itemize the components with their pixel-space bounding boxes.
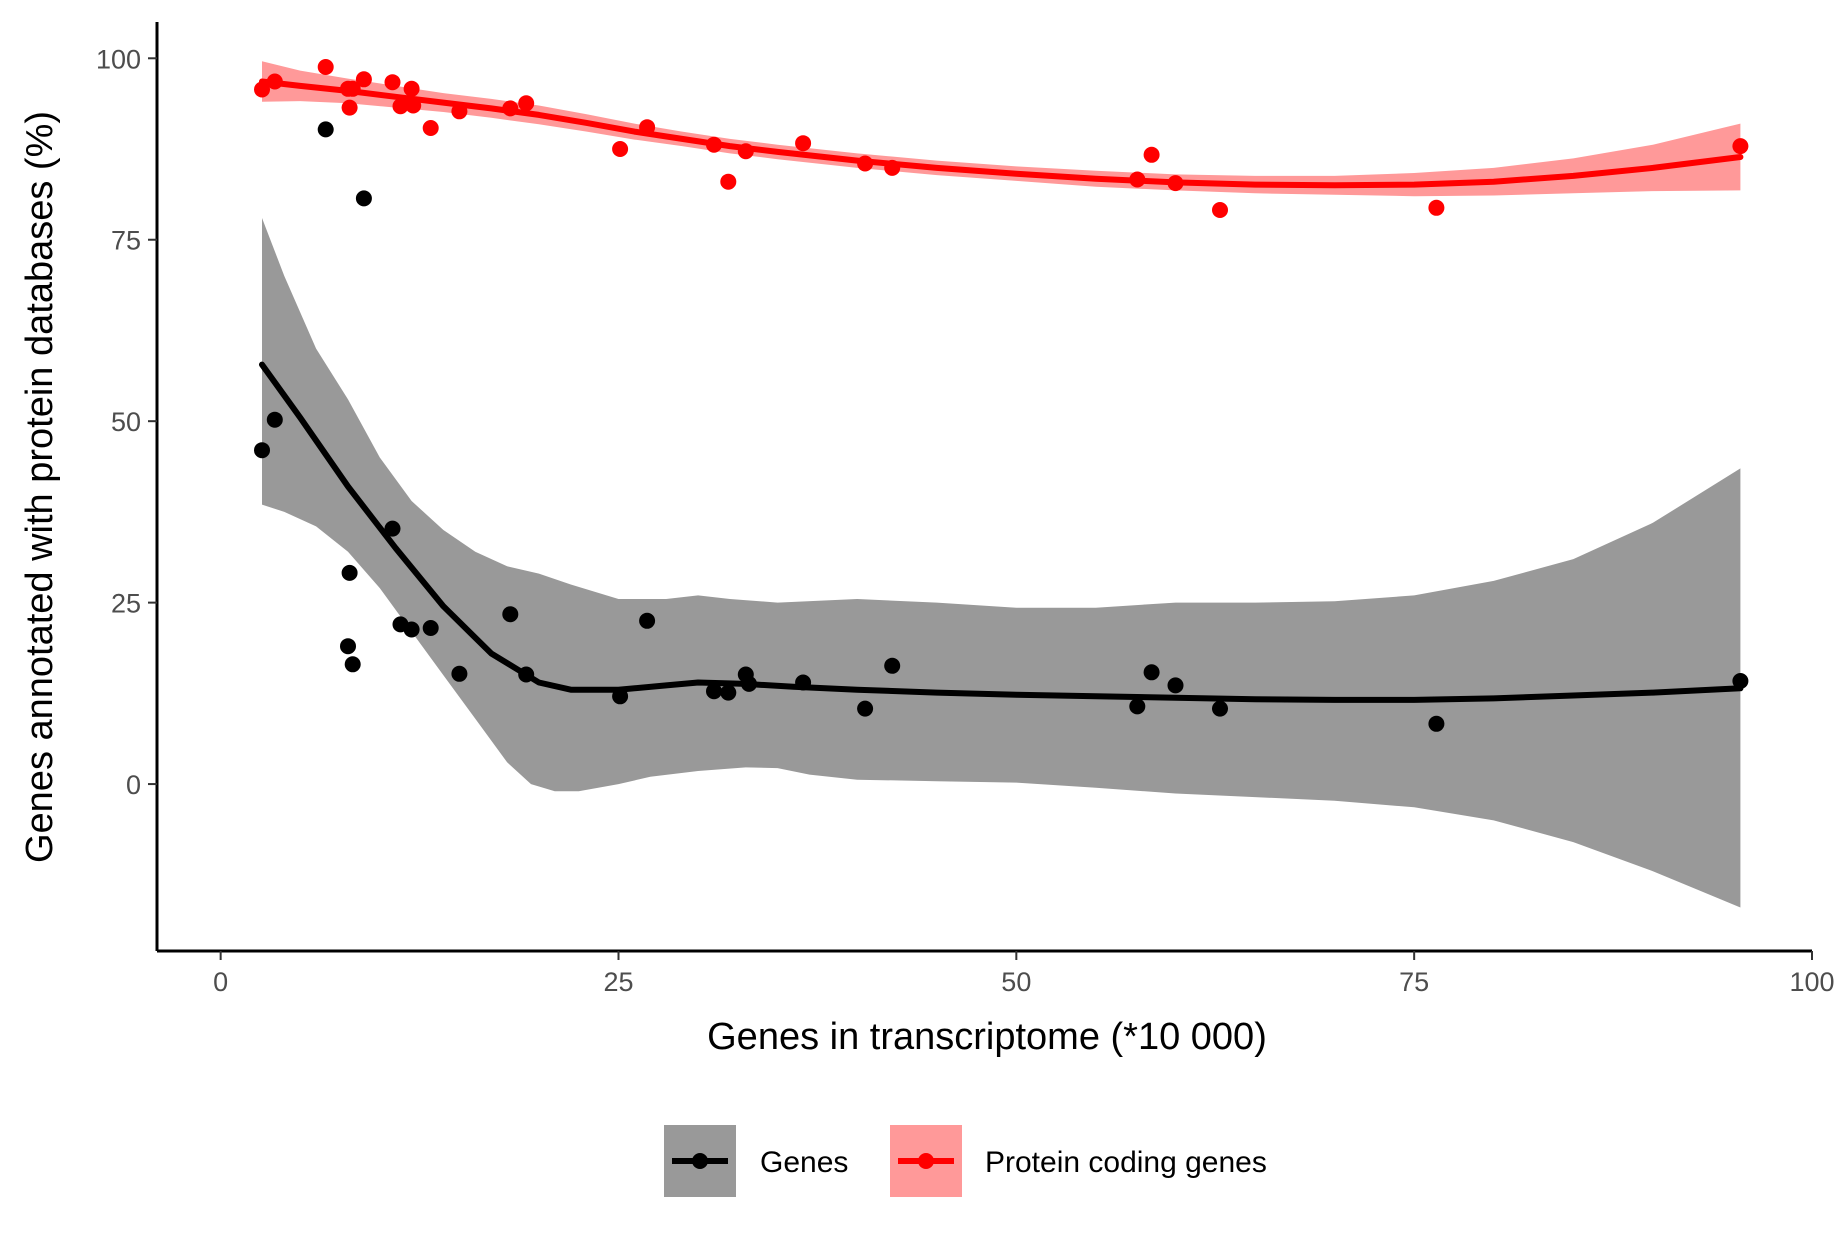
genes-confidence-band [262,218,1741,908]
legend-item-genes: Genes [664,1125,848,1197]
genes-point [341,564,358,581]
genes-smooth-line [259,361,1744,703]
legend-key-point [692,1153,708,1169]
protein-coding-genes-point [317,59,334,75]
plot-area [254,59,1749,908]
genes-point [317,121,334,138]
protein-coding-genes-point [344,80,361,97]
protein-coding-genes-point [451,103,468,120]
legend-key-point [918,1153,934,1169]
genes-point [254,442,270,459]
x-tick-label: 25 [603,967,633,997]
legend: Genes Protein coding genes [664,1125,1267,1197]
protein-coding-genes-point [422,120,439,136]
genes-point [1212,700,1228,717]
protein-coding-genes-point [795,135,812,152]
y-tick-label: 25 [111,589,141,619]
protein-coding-genes-point [1732,138,1749,155]
genes-point [340,638,356,655]
protein-coding-genes-point [1129,171,1146,188]
axes [155,22,1812,953]
y-tick-label: 0 [126,770,141,800]
protein-coding-genes-point [405,97,422,114]
protein-coding-genes-point [341,99,358,116]
protein-coding-genes-point [403,80,420,97]
y-axis-title: Genes annotated with protein databases (… [19,111,61,863]
protein-coding-genes-point [384,74,401,91]
genes-point [384,520,401,537]
genes-point [451,665,468,682]
protein-coding-genes-point [639,119,656,136]
protein-coding-genes-point [1212,202,1228,218]
genes-point [857,700,874,717]
genes-point [741,675,757,692]
protein-coding-genes-point [737,143,754,160]
protein-coding-genes-point [720,173,737,190]
x-axis-title: Genes in transcriptome (*10 000) [707,1016,1267,1058]
genes-point [1129,698,1146,715]
genes-point [1428,715,1445,732]
protein-coding-genes-point [1167,175,1184,192]
legend-item-protein-coding-genes: Protein coding genes [890,1125,1267,1197]
genes-point [795,674,812,691]
protein-coding-genes-point [1143,146,1160,163]
genes-point [706,683,722,700]
genes-point [422,620,439,636]
genes-point [612,688,629,705]
genes-point [1143,664,1160,681]
protein-coding-genes-smooth-line [259,78,1744,189]
protein-coding-genes-confidence-band [262,61,1741,197]
genes-point [518,666,535,683]
genes-point [720,684,737,701]
genes-point [639,612,656,629]
genes-point [1167,677,1184,694]
y-tick-label: 100 [96,44,141,74]
genes-point [344,656,361,673]
protein-coding-genes-point [1428,199,1445,216]
legend-label-genes: Genes [760,1146,848,1179]
genes-point [403,621,420,638]
genes-point [266,411,283,428]
x-tick-label: 50 [1001,967,1031,997]
genes-point [884,657,901,674]
protein-coding-genes-point [254,81,270,98]
protein-coding-genes-point [884,159,901,176]
protein-coding-genes-point [266,73,283,90]
axis-ticks: 0 25 50 75 100 0 25 50 75 100 [96,44,1835,997]
protein-coding-genes-point [502,100,519,117]
genes-point [502,606,519,623]
x-tick-label: 0 [213,967,228,997]
legend-label-protein-coding-genes: Protein coding genes [985,1146,1267,1179]
protein-coding-genes-point [612,141,629,157]
protein-coding-genes-point [706,136,722,153]
protein-coding-genes-point [392,98,409,115]
protein-coding-genes-point [857,155,874,172]
y-tick-label: 75 [111,226,141,256]
genes-point [1732,673,1749,689]
x-tick-label: 100 [1789,967,1834,997]
genes-point [355,190,372,207]
protein-coding-genes-point [518,95,535,112]
protein-coding-genes-point [355,71,372,88]
y-tick-label: 50 [111,407,141,437]
x-tick-label: 75 [1399,967,1429,997]
